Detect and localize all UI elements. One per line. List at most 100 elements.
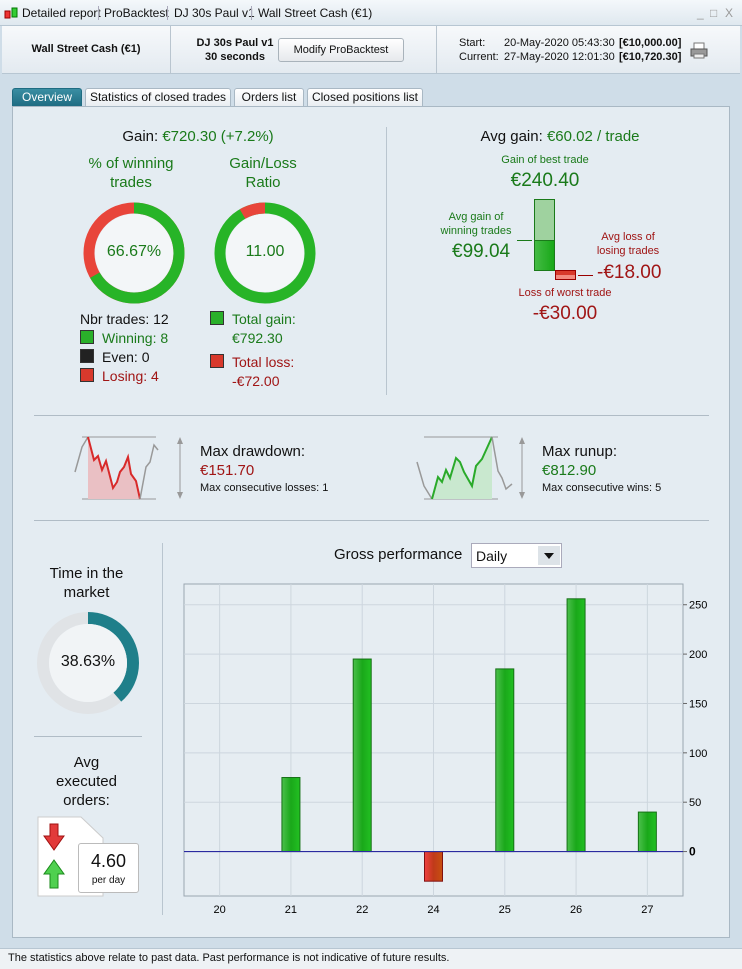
even-swatch-icon [80,349,94,363]
x-tick-label: 24 [427,904,439,916]
bar-24 [424,851,443,882]
period-select[interactable]: Daily [471,543,562,568]
orders-title-1: Avg [73,754,100,771]
winning-percent: 66.67% [106,243,162,260]
app-logo-icon [4,7,18,19]
breadcrumb-probacktest[interactable]: ProBacktest [104,6,169,20]
avg-win-arrow-icon [517,240,532,241]
avg-loss-arrow-icon [578,275,593,276]
modify-probacktest-button[interactable]: Modify ProBacktest [278,38,404,62]
breadcrumb-instrument[interactable]: Wall Street Cash (€1) [258,6,373,20]
losing-count: Losing: 4 [102,368,159,384]
total-gain-swatch-icon [210,311,224,325]
chart-title: Gross performance [334,546,463,563]
y-tick-label: 0 [689,845,696,859]
orders-per-day-value: 4.60 [90,851,127,871]
gain-label: Gain: [122,128,159,145]
runup-value: €812.90 [542,462,597,479]
total-gain-label: Total gain: [232,311,296,327]
avg-loss-value: -€18.00 [597,262,662,283]
current-label: Current: [459,51,499,63]
y-tick-label: 250 [689,600,707,612]
avg-loss-label-1: Avg loss of [601,231,655,243]
minimize-button[interactable]: _ [697,6,704,20]
winning-donut [83,202,185,304]
avg-win-label-2: winning trades [440,225,512,237]
best-trade-bar [534,199,555,241]
x-tick-label: 25 [499,904,511,916]
best-trade-value: €240.40 [510,170,580,191]
y-tick-label: 150 [689,698,707,710]
tab-overview[interactable]: Overview [12,88,82,106]
avg-win-label-1: Avg gain of [448,211,504,223]
y-tick-label: 100 [689,748,707,760]
drawdown-sparkline-icon [74,436,183,500]
strategy-name: DJ 30s Paul v1 [196,37,274,49]
best-trade-label: Gain of best trade [501,154,589,166]
start-date: 20-May-2020 05:43:30 [504,37,615,49]
drawdown-value: €151.70 [200,462,255,479]
time-market-donut [37,612,139,714]
ratio-title: Gain/Loss Ratio [229,155,297,191]
tab-orders-list[interactable]: Orders list [234,88,304,106]
time-market-title-2: market [63,584,110,601]
runup-sparkline-icon [416,436,525,500]
total-loss-value: -€72.00 [232,373,280,389]
disclaimer-footer: The statistics above relate to past data… [0,948,742,969]
drawdown-label: Max drawdown: [200,443,306,460]
avg-loss-bar [555,270,576,280]
breadcrumb-strategy[interactable]: DJ 30s Paul v1 [174,6,255,20]
total-loss-label: Total loss: [232,354,295,370]
time-market-title-1: Time in the [49,565,124,582]
time-market-value: 38.63% [60,653,116,670]
runup-label: Max runup: [542,443,618,460]
orders-title-3: orders: [63,792,110,809]
close-button[interactable]: X [725,6,734,20]
tab-closed-positions-list[interactable]: Closed positions list [307,88,423,106]
max-consecutive-losses: Max consecutive losses: 1 [200,482,329,494]
ratio-value: 11.00 [245,243,285,260]
x-tick-label: 21 [285,904,297,916]
current-capital: [€10,720.30] [619,51,682,63]
report-header: Wall Street Cash (€1) DJ 30s Paul v1 30 … [2,26,740,74]
tab-statistics-closed-trades[interactable]: Statistics of closed trades [85,88,231,106]
printer-icon[interactable] [690,42,708,60]
winning-swatch-icon [80,330,94,344]
avg-loss-label-2: losing trades [596,245,660,257]
bar-27 [637,811,657,853]
gain-value: €720.30 (+7.2%) [162,128,274,145]
nbr-trades: Nbr trades: 12 [80,311,169,327]
total-loss-swatch-icon [210,354,224,368]
y-tick-label: 200 [689,649,707,661]
avg-win-bar [534,240,555,271]
max-consecutive-wins: Max consecutive wins: 5 [542,482,662,494]
gross-performance-chart: 0 50 100 150 200 250 20 21 22 24 25 26 27 [183,583,707,916]
instrument-name: Wall Street Cash (€1) [31,43,141,55]
bar-22 [352,658,372,853]
avg-win-value: €99.04 [452,241,511,262]
x-tick-label: 27 [641,904,653,916]
losing-swatch-icon [80,368,94,382]
avg-gain-value: €60.02 / trade [546,128,640,145]
worst-trade-label: Loss of worst trade [518,287,612,299]
orders-per-day-unit: per day [91,875,126,886]
breadcrumb-detailed-report[interactable]: Detailed report [22,6,101,20]
orders-title-2: executed [56,773,117,790]
timeframe: 30 seconds [205,51,265,63]
period-select-value: Daily [476,548,508,564]
orders-value-card [78,843,139,893]
gain-loss-donut [214,202,316,304]
start-label: Start: [459,37,486,49]
x-tick-label: 26 [570,904,582,916]
x-tick-label: 20 [214,904,226,916]
total-gain-value: €792.30 [232,330,283,346]
maximize-button[interactable]: □ [710,6,718,20]
bar-21 [281,777,301,853]
current-date: 27-May-2020 12:01:30 [504,51,615,63]
bar-25 [495,668,515,853]
even-count: Even: 0 [102,349,150,365]
title-bar: Detailed report ProBacktest DJ 30s Paul … [0,0,742,26]
x-tick-label: 22 [356,904,368,916]
winning-count: Winning: 8 [102,330,169,346]
chevron-down-icon[interactable] [538,546,560,565]
